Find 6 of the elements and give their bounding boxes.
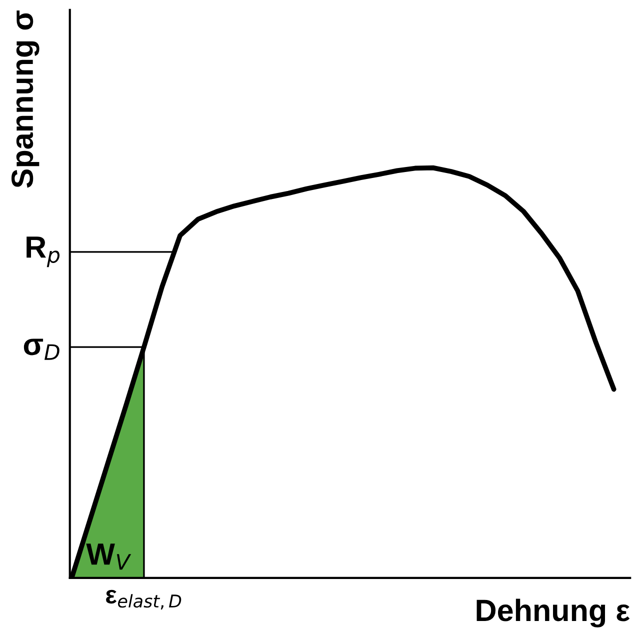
x-axis-title: Dehnung ε xyxy=(476,598,630,628)
ref-line-label: R$_{p}$ xyxy=(26,236,60,268)
series-label: W$_{V}$ xyxy=(86,544,132,570)
ref-line-label: σ$_{D}$ xyxy=(24,338,60,360)
y-axis-title: Spannung σ xyxy=(12,10,40,188)
text: ε$_{elast,D}$ xyxy=(106,590,182,610)
